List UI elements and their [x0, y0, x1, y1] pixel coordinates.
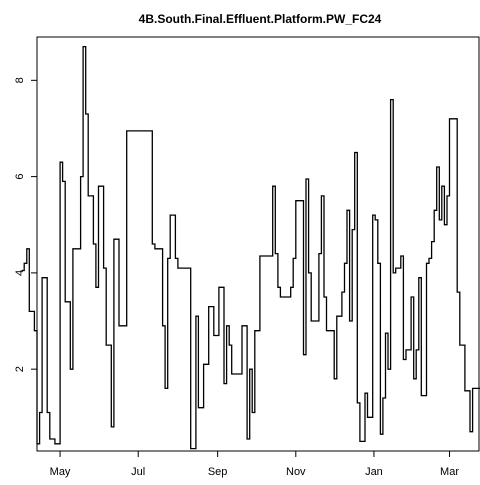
x-tick-label: May [50, 466, 71, 478]
x-tick-label: Nov [286, 466, 306, 478]
x-axis: May Jul Sep Nov Jan Mar [50, 451, 459, 478]
y-axis: 2 4 6 8 [14, 77, 37, 372]
y-tick-label: 2 [14, 366, 26, 372]
series-layer [21, 45, 480, 450]
x-tick-label: Mar [440, 466, 459, 478]
plot-frame [36, 36, 480, 452]
y-tick-label: 8 [14, 77, 26, 83]
x-tick-label: Jul [131, 466, 145, 478]
y-tick-label: 6 [14, 174, 26, 180]
series-line [21, 45, 480, 450]
y-tick-label: 4 [14, 270, 26, 276]
chart-title: 4B.South.Final.Effluent.Platform.PW_FC24 [139, 12, 382, 26]
x-tick-label: Sep [208, 466, 228, 478]
x-tick-label: Jan [365, 466, 383, 478]
